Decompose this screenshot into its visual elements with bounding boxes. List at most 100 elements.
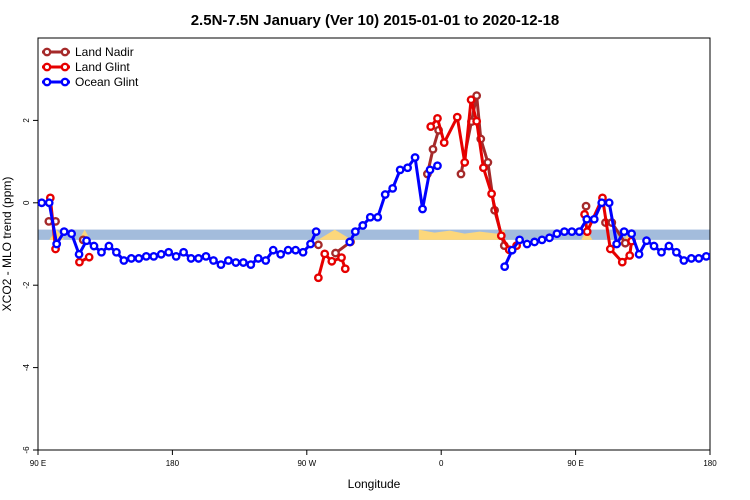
data-point <box>410 153 420 162</box>
legend-marker <box>60 47 70 57</box>
data-point <box>418 204 427 214</box>
data-point <box>276 249 286 259</box>
data-point <box>331 248 340 258</box>
data-point <box>373 212 383 222</box>
data-point <box>238 258 248 267</box>
data-point <box>472 116 482 126</box>
data-point <box>605 244 615 254</box>
y-axis: -6 -4 -2 0 2 <box>22 118 38 454</box>
data-point <box>649 241 659 251</box>
data-point <box>522 239 532 249</box>
data-point <box>345 237 355 247</box>
data-point <box>298 247 308 257</box>
data-point <box>466 95 476 105</box>
data-point <box>44 198 54 208</box>
data-point <box>487 189 496 199</box>
data-point <box>388 183 398 193</box>
series-layer <box>38 91 731 283</box>
data-point <box>112 247 121 257</box>
data-point <box>313 273 323 283</box>
data-point <box>395 165 405 175</box>
x-tick-label: 180 <box>703 459 717 468</box>
data-point <box>612 239 622 249</box>
data-point <box>642 236 651 246</box>
data-point <box>223 256 233 265</box>
x-tick-label: 180 <box>166 459 180 468</box>
data-point <box>597 198 607 208</box>
data-point <box>664 241 674 251</box>
y-tick-label: -6 <box>22 446 31 454</box>
data-point <box>365 212 375 222</box>
data-point <box>478 163 488 173</box>
data-point <box>507 245 517 255</box>
data-point <box>725 249 731 255</box>
x-tick-label: 90 E <box>30 459 46 468</box>
data-point <box>216 260 226 269</box>
data-point <box>552 229 562 239</box>
data-point <box>59 227 69 237</box>
data-point <box>75 257 84 267</box>
series-ocean-glint <box>38 153 731 272</box>
series-land-glint <box>45 95 636 283</box>
data-point <box>38 198 47 208</box>
data-point <box>350 227 360 237</box>
data-point <box>472 91 482 101</box>
data-point <box>433 113 442 123</box>
data-point <box>311 227 321 237</box>
data-point <box>567 227 577 237</box>
legend-label: Land Nadir <box>75 45 134 59</box>
data-point <box>701 251 710 261</box>
data-point <box>209 256 218 265</box>
data-point <box>657 247 666 257</box>
band-land <box>418 229 505 240</box>
chart-title: 2.5N-7.5N January (Ver 10) 2015-01-01 to… <box>191 12 560 29</box>
data-point <box>164 247 174 257</box>
data-point <box>426 122 436 131</box>
plot-frame <box>37 37 711 451</box>
data-point <box>358 221 368 230</box>
data-point <box>201 251 211 261</box>
data-point <box>380 190 390 199</box>
data-point <box>89 241 99 251</box>
data-point <box>530 237 539 247</box>
y-tick-label: 2 <box>22 118 31 123</box>
data-point <box>97 247 106 257</box>
data-point <box>231 258 241 267</box>
data-point <box>156 249 166 259</box>
data-point <box>261 256 271 265</box>
legend-marker <box>60 62 70 72</box>
data-point <box>694 254 704 263</box>
data-point <box>718 251 724 257</box>
data-point <box>581 201 591 211</box>
data-point <box>52 239 62 249</box>
data-point <box>679 256 689 265</box>
data-point <box>82 236 91 246</box>
data-point <box>515 235 524 245</box>
data-point <box>617 257 627 267</box>
data-point <box>433 161 442 171</box>
data-point <box>253 254 263 263</box>
legend-marker <box>60 77 70 87</box>
data-point <box>460 158 470 167</box>
data-point <box>171 251 181 261</box>
data-point <box>340 264 350 274</box>
data-point <box>439 138 449 148</box>
data-point <box>141 251 151 261</box>
y-tick-label: 0 <box>22 200 31 205</box>
data-point <box>709 254 710 259</box>
data-point <box>537 235 547 245</box>
data-point <box>619 227 629 237</box>
legend-label: Ocean Glint <box>75 75 139 89</box>
data-point <box>627 229 636 239</box>
y-tick-label: -4 <box>22 363 31 371</box>
data-point <box>582 214 592 224</box>
data-point <box>320 249 330 259</box>
data-point <box>126 254 136 263</box>
data-point <box>67 229 77 239</box>
legend-marker <box>42 77 52 87</box>
data-point <box>589 214 599 224</box>
x-axis: 90 E 180 90 W 0 90 E 180 <box>30 450 717 468</box>
data-point <box>84 252 94 262</box>
